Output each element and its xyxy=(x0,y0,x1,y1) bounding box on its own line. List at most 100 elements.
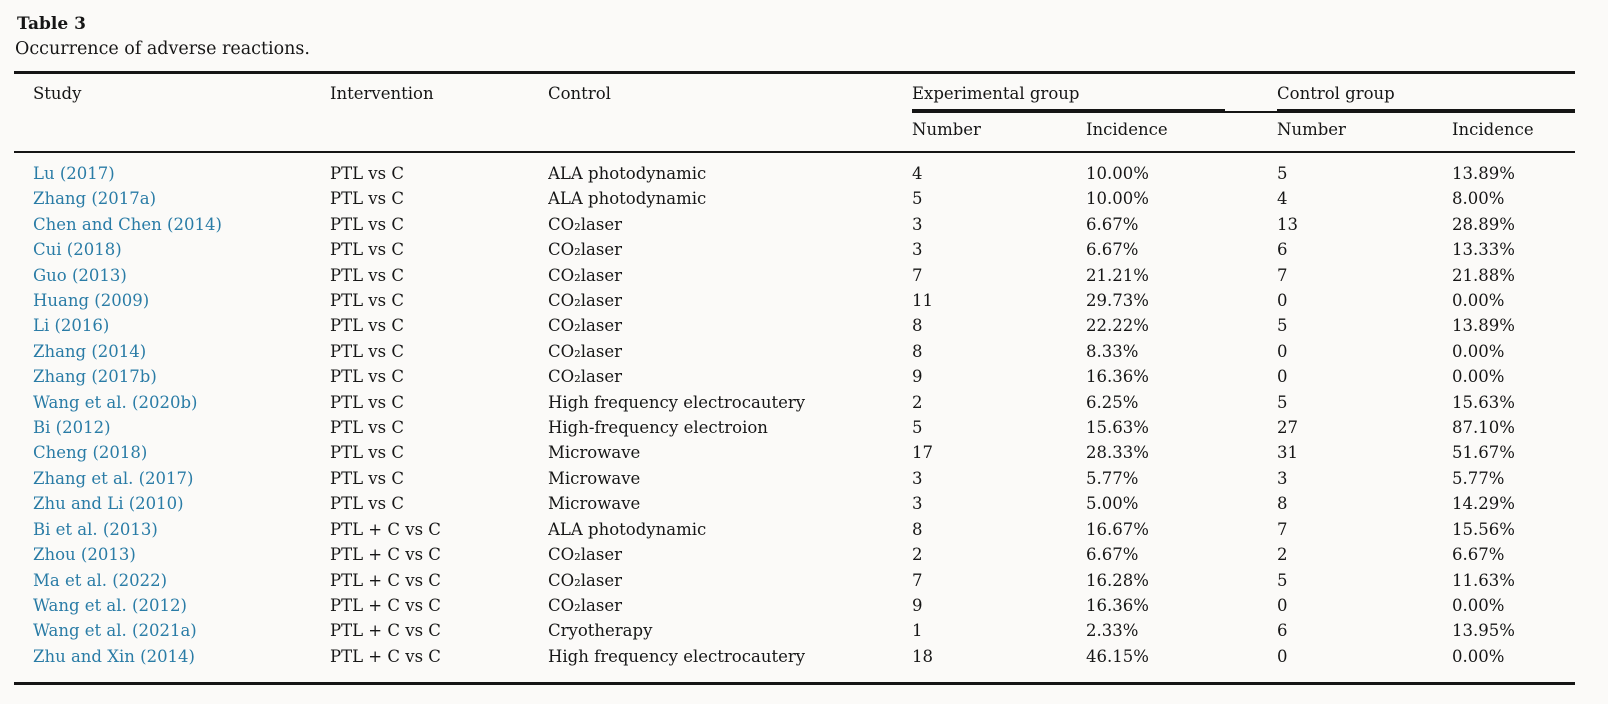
cell-ctrl-number: 0 xyxy=(1277,341,1288,361)
cell-exp-incidence: 6.67% xyxy=(1086,240,1139,260)
cell-control: High frequency electrocautery xyxy=(548,392,806,412)
cell-exp-number: 3 xyxy=(912,240,923,260)
table-row: Zhou (2013) PTL + C vs C CO₂laser 2 6.67… xyxy=(14,542,1575,567)
cell-exp-number: 3 xyxy=(912,468,923,488)
cell-study: Lu (2017) xyxy=(14,152,330,186)
cell-ctrl-incidence: 28.89% xyxy=(1452,214,1515,234)
cell-ctrl-number: 5 xyxy=(1277,392,1288,412)
cell-ctrl-incidence: 15.63% xyxy=(1452,392,1515,412)
study-citation-link[interactable]: Huang (2009) xyxy=(33,291,150,311)
cell-ctrl-number: 0 xyxy=(1277,291,1288,311)
cell-intervention: PTL + C vs C xyxy=(330,646,441,666)
cell-study: Wang et al. (2012) xyxy=(14,593,330,618)
table-row: Li (2016) PTL vs C CO₂laser 8 22.22% 5 1… xyxy=(14,313,1575,338)
cell-study: Ma et al. (2022) xyxy=(14,568,330,593)
study-citation-link[interactable]: Ma et al. (2022) xyxy=(33,570,168,590)
table-row: Guo (2013) PTL vs C CO₂laser 7 21.21% 7 … xyxy=(14,263,1575,288)
cell-ctrl-number: 5 xyxy=(1277,316,1288,336)
cell-exp-incidence: 5.00% xyxy=(1086,494,1139,514)
cell-exp-number: 9 xyxy=(912,367,923,387)
cell-ctrl-incidence: 0.00% xyxy=(1452,595,1505,615)
cell-exp-number: 17 xyxy=(912,443,933,463)
table-row: Bi (2012) PTL vs C High-frequency electr… xyxy=(14,415,1575,440)
cell-intervention: PTL vs C xyxy=(330,164,404,183)
cell-ctrl-incidence: 13.89% xyxy=(1452,164,1515,183)
table-row: Huang (2009) PTL vs C CO₂laser 11 29.73%… xyxy=(14,288,1575,313)
study-citation-link[interactable]: Guo (2013) xyxy=(33,265,127,285)
cell-study: Wang et al. (2020b) xyxy=(14,390,330,415)
cell-exp-incidence: 16.36% xyxy=(1086,367,1149,387)
cell-intervention: PTL + C vs C xyxy=(330,545,441,565)
cell-intervention: PTL vs C xyxy=(330,392,404,412)
group-header-control: Control group xyxy=(1277,74,1576,113)
cell-ctrl-incidence: 0.00% xyxy=(1452,291,1505,311)
study-citation-link[interactable]: Zhang (2017b) xyxy=(33,367,157,387)
table-row: Wang et al. (2012) PTL + C vs C CO₂laser… xyxy=(14,593,1575,618)
cell-exp-number: 11 xyxy=(912,291,933,311)
cell-ctrl-incidence: 8.00% xyxy=(1452,189,1505,209)
table-label: Table 3 xyxy=(17,14,86,34)
table-row: Zhu and Li (2010) PTL vs C Microwave 3 5… xyxy=(14,491,1575,516)
adverse-reactions-table: Study Intervention Control Experimental … xyxy=(14,74,1576,669)
table-container: Study Intervention Control Experimental … xyxy=(14,71,1576,686)
cell-exp-number: 4 xyxy=(912,164,923,183)
cell-study: Guo (2013) xyxy=(14,263,330,288)
study-citation-link[interactable]: Wang et al. (2012) xyxy=(33,595,187,615)
cell-control: ALA photodynamic xyxy=(548,519,707,539)
cell-exp-number: 8 xyxy=(912,519,923,539)
cell-control: High-frequency electroion xyxy=(548,418,768,438)
study-citation-link[interactable]: Zhang (2014) xyxy=(33,341,147,361)
cell-exp-number: 18 xyxy=(912,646,933,666)
cell-ctrl-number: 3 xyxy=(1277,468,1288,488)
study-citation-link[interactable]: Zhu and Li (2010) xyxy=(33,494,184,514)
cell-control: CO₂laser xyxy=(548,367,623,387)
table-row: Wang et al. (2021a) PTL + C vs C Cryothe… xyxy=(14,618,1575,643)
cell-intervention: PTL vs C xyxy=(330,468,404,488)
study-citation-link[interactable]: Cheng (2018) xyxy=(33,443,148,463)
study-citation-link[interactable]: Wang et al. (2021a) xyxy=(33,621,197,641)
table-row: Ma et al. (2022) PTL + C vs C CO₂laser 7… xyxy=(14,568,1575,593)
cell-intervention: PTL + C vs C xyxy=(330,621,441,641)
cell-control: Microwave xyxy=(548,494,641,514)
table-row: Lu (2017) PTL vs C ALA photodynamic 4 10… xyxy=(14,152,1575,186)
cell-ctrl-number: 31 xyxy=(1277,443,1299,463)
study-citation-link[interactable]: Lu (2017) xyxy=(33,164,115,183)
cell-exp-number: 3 xyxy=(912,494,923,514)
table-caption: Occurrence of adverse reactions. xyxy=(15,39,310,59)
study-citation-link[interactable]: Zhang et al. (2017) xyxy=(33,468,194,488)
cell-control: High frequency electrocautery xyxy=(548,646,806,666)
cell-exp-number: 9 xyxy=(912,595,923,615)
study-citation-link[interactable]: Li (2016) xyxy=(33,316,110,336)
subheader-exp-incidence: Incidence xyxy=(1086,112,1278,153)
cell-study: Zhang (2017a) xyxy=(14,186,330,211)
study-citation-link[interactable]: Wang et al. (2020b) xyxy=(33,392,198,412)
cell-exp-incidence: 22.22% xyxy=(1086,316,1149,336)
study-citation-link[interactable]: Cui (2018) xyxy=(33,240,122,260)
cell-control: CO₂laser xyxy=(548,545,623,565)
subheader-ctrl-number: Number xyxy=(1277,112,1453,153)
cell-exp-number: 7 xyxy=(912,265,923,285)
cell-exp-incidence: 2.33% xyxy=(1086,621,1139,641)
cell-study: Li (2016) xyxy=(14,313,330,338)
cell-ctrl-number: 6 xyxy=(1277,621,1288,641)
study-citation-link[interactable]: Zhou (2013) xyxy=(33,545,136,565)
column-header-intervention: Intervention xyxy=(330,74,548,153)
table-row: Wang et al. (2020b) PTL vs C High freque… xyxy=(14,390,1575,415)
column-header-study: Study xyxy=(14,74,330,153)
study-citation-link[interactable]: Zhang (2017a) xyxy=(33,189,157,209)
cell-control: CO₂laser xyxy=(548,316,623,336)
study-citation-link[interactable]: Bi (2012) xyxy=(33,418,111,438)
study-citation-link[interactable]: Zhu and Xin (2014) xyxy=(33,646,195,666)
cell-control: Microwave xyxy=(548,443,641,463)
study-citation-link[interactable]: Bi et al. (2013) xyxy=(33,519,158,539)
cell-control: ALA photodynamic xyxy=(548,189,707,209)
cell-intervention: PTL vs C xyxy=(330,443,404,463)
cell-study: Bi et al. (2013) xyxy=(14,517,330,542)
cell-exp-incidence: 6.67% xyxy=(1086,214,1139,234)
cell-control: CO₂laser xyxy=(548,265,623,285)
cell-study: Zhang (2014) xyxy=(14,339,330,364)
cell-exp-incidence: 6.67% xyxy=(1086,545,1139,565)
cell-study: Chen and Chen (2014) xyxy=(14,212,330,237)
study-citation-link[interactable]: Chen and Chen (2014) xyxy=(33,214,222,234)
